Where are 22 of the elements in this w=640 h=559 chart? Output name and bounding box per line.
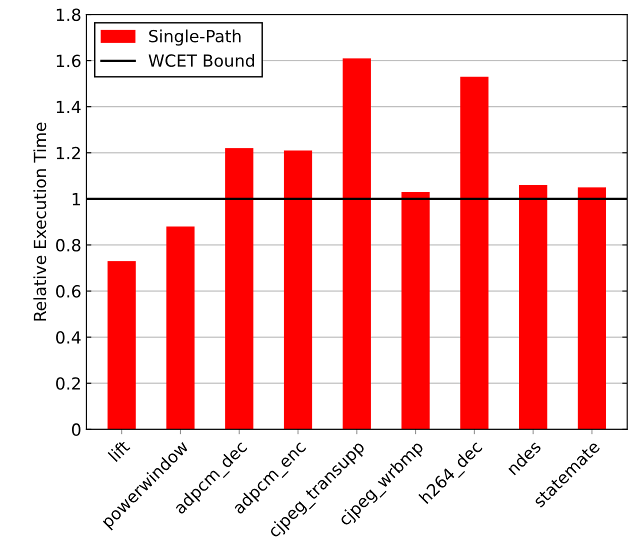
y-tick-label: 1.6 (56, 54, 80, 68)
y-tick-label: 0.4 (56, 331, 81, 344)
bar (342, 58, 371, 430)
y-tick-label: 0.8 (56, 238, 80, 252)
y-tick-label: 1.8 (56, 8, 80, 22)
bar (519, 185, 548, 430)
y-tick-label: 0.2 (56, 377, 80, 390)
y-tick-label: 0 (72, 423, 80, 436)
bar (578, 187, 606, 430)
y-tick-label: 1 (72, 193, 80, 206)
legend-label: Single-Path (149, 30, 241, 46)
legend-label: WCET Bound (148, 54, 254, 67)
y-axis-title: Relative Execution Time (33, 122, 46, 320)
bar (460, 76, 488, 430)
bar (225, 148, 254, 430)
y-tick-label: 0.6 (56, 285, 80, 298)
bar (401, 192, 430, 430)
y-tick-label: 1.4 (56, 100, 81, 114)
bar (108, 261, 136, 430)
bar (166, 226, 195, 430)
bar (284, 150, 312, 430)
y-tick-label: 1.2 (56, 146, 80, 160)
